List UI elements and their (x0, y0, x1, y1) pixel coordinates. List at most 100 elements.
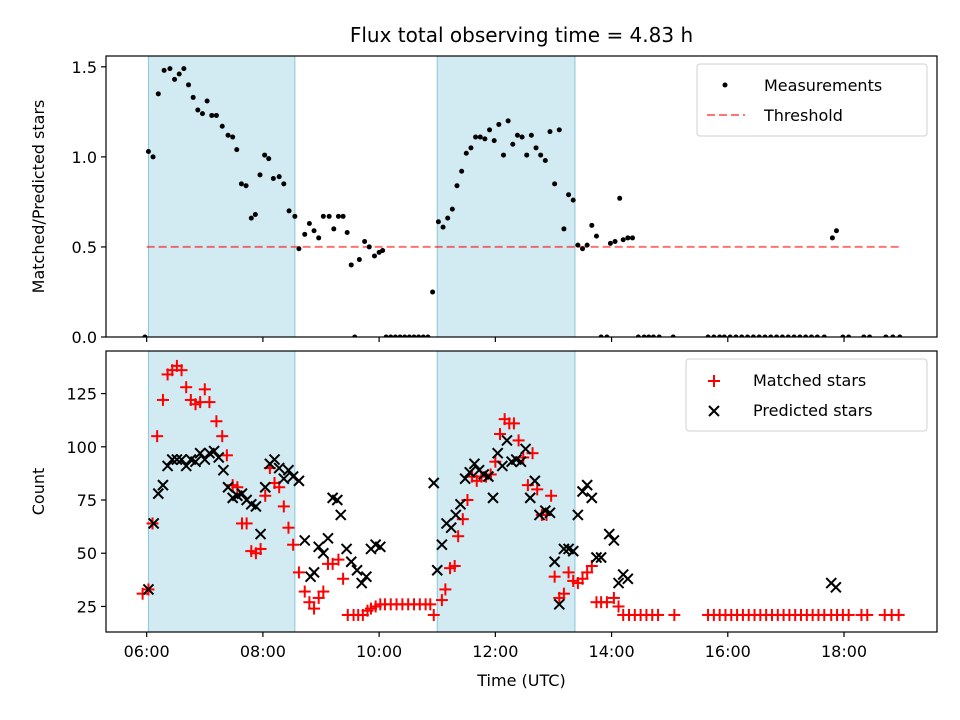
predicted-star-point (519, 443, 532, 455)
measurement-point (219, 123, 225, 129)
matched-star-point (452, 530, 465, 543)
predicted-star-point (282, 464, 295, 476)
measurement-point (425, 334, 431, 337)
series-predicted-stars (142, 434, 842, 611)
matched-star-point (277, 500, 290, 513)
measurement-point (402, 334, 408, 337)
measurement-point (320, 213, 326, 219)
measurement-point (195, 107, 201, 113)
measurement-point (161, 67, 167, 73)
y-tick-label: 100 (66, 438, 97, 457)
predicted-star-point (529, 475, 541, 487)
x-tick-label: 18:00 (821, 642, 867, 661)
measurement-point (411, 334, 417, 337)
matched-star-point (308, 602, 321, 615)
measurement-point (482, 136, 488, 142)
measurement-point (762, 334, 768, 337)
predicted-star-point (553, 598, 565, 611)
measurement-point (528, 132, 534, 138)
predicted-star-point (293, 475, 305, 487)
predicted-star-point (166, 453, 178, 466)
matched-star-point (448, 560, 461, 573)
predicted-star-point (147, 517, 160, 530)
measurement-point (445, 215, 451, 221)
predicted-star-point (250, 500, 262, 513)
predicted-star-point (454, 498, 467, 510)
legend-measurement-swatch (722, 82, 728, 88)
measurement-point (366, 244, 372, 250)
measurement-point (840, 334, 846, 337)
predicted-star-point (217, 464, 230, 476)
predicted-star-point (612, 577, 625, 589)
measurement-point (449, 206, 455, 212)
legend-matched-swatch (708, 375, 720, 387)
predicted-star-point (603, 528, 615, 540)
measurement-point (519, 134, 525, 140)
matched-star-point (600, 596, 613, 609)
measurement-point (167, 66, 173, 72)
y-tick-label: 125 (66, 385, 97, 404)
predicted-star-point (259, 481, 271, 493)
predicted-star-point (524, 492, 536, 504)
measurement-point (570, 197, 576, 203)
axes-frame (105, 55, 938, 338)
measurement-point (500, 152, 506, 158)
predicted-star-point (308, 566, 320, 579)
x-tick-label: 16:00 (705, 642, 751, 661)
predicted-star-point (496, 460, 509, 472)
measurement-point (155, 91, 161, 97)
measurement-point (745, 334, 751, 337)
series-matched-stars (136, 359, 905, 621)
matched-star-point (254, 542, 267, 555)
y-tick-label: 50 (77, 544, 97, 563)
observing-window-span (436, 56, 576, 337)
matched-star-point (435, 594, 448, 607)
measurement-point (356, 257, 362, 263)
matched-star-point (427, 608, 440, 621)
measurement-point (646, 334, 652, 337)
predicted-star-point (572, 509, 584, 521)
predicted-star-point (581, 479, 593, 491)
y-tick-label: 1.0 (72, 148, 97, 167)
matched-star-point (861, 608, 874, 621)
measurement-point (803, 334, 809, 337)
measurement-point (435, 219, 441, 225)
x-axis-label: Time (UTC) (476, 671, 565, 690)
axes-frame (105, 350, 938, 633)
matched-star-point (439, 583, 452, 596)
measurement-point (768, 334, 774, 337)
measurement-point (344, 230, 350, 236)
matched-star-point (332, 553, 345, 566)
measurement-point (204, 98, 210, 104)
predicted-star-point (608, 534, 620, 547)
measurement-point (785, 334, 791, 337)
matched-star-point (220, 449, 233, 462)
measurement-point (234, 147, 240, 153)
measurement-point (468, 145, 474, 151)
matched-star-point (287, 538, 300, 551)
predicted-star-point (576, 485, 589, 498)
measurement-point (243, 183, 249, 189)
measurement-point (514, 132, 520, 138)
predicted-star-point (548, 556, 561, 568)
measurement-point (756, 334, 762, 337)
predicted-star-point (355, 577, 368, 589)
measurement-point (814, 334, 820, 337)
measurement-point (547, 129, 553, 135)
y-axis-label: Count (29, 468, 48, 516)
measurement-point (316, 235, 322, 241)
y-tick-label: 75 (77, 491, 97, 510)
measurement-point (641, 334, 647, 337)
matched-star-point (531, 483, 544, 496)
measurement-point (459, 168, 465, 174)
measurement-point (491, 138, 497, 144)
measurement-point (257, 172, 263, 178)
predicted-star-point (544, 507, 556, 519)
matched-star-point (493, 428, 506, 441)
matched-star-point (424, 598, 437, 611)
measurement-point (230, 134, 236, 140)
matched-star-point (607, 591, 620, 604)
matched-star-point (337, 572, 350, 585)
measurement-point (612, 239, 618, 245)
observing-window-span (147, 56, 296, 337)
